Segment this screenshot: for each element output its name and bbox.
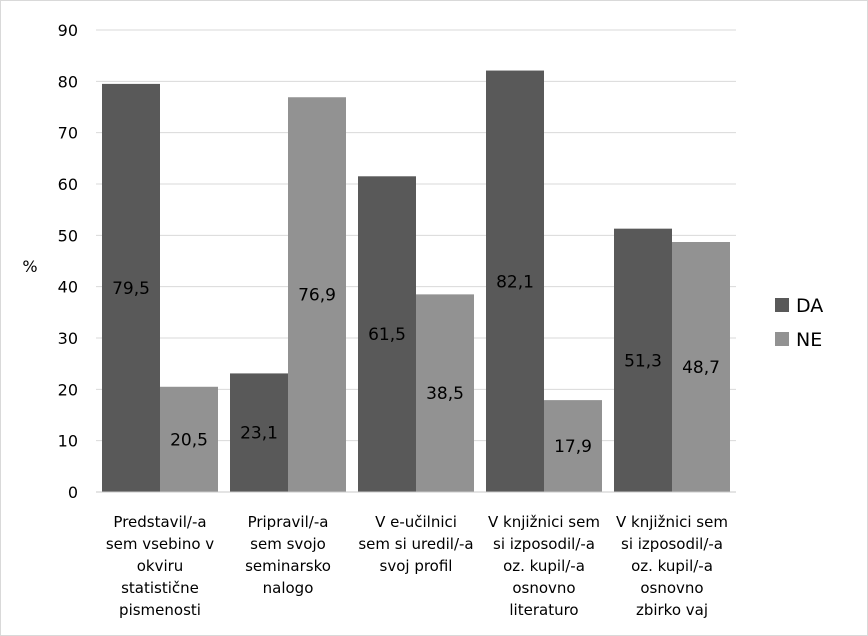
bar-da bbox=[358, 176, 416, 493]
y-tick-label: 10 bbox=[58, 432, 78, 451]
y-tick-label: 80 bbox=[58, 72, 78, 91]
bar-da bbox=[486, 70, 544, 492]
y-tick-label: 70 bbox=[58, 124, 78, 143]
legend-swatch-da bbox=[775, 298, 789, 312]
x-category-label: V knjižnici sem si izposodil/-a oz. kupil/… bbox=[616, 513, 728, 619]
bar-da bbox=[614, 228, 672, 492]
y-tick-label: 50 bbox=[58, 226, 78, 245]
bar-da bbox=[102, 83, 160, 493]
x-category-label: V knjižnici sem si izposodil/-a oz. kupil/… bbox=[488, 513, 600, 619]
data-label: 76,9 bbox=[298, 286, 336, 306]
bar-da bbox=[230, 373, 288, 492]
y-tick-label: 30 bbox=[58, 329, 78, 348]
x-axis-categories: Predstavil/-a sem vsebino v okviru statisti… bbox=[106, 513, 728, 619]
y-tick-label: 0 bbox=[68, 483, 78, 502]
x-category-label: Pripravil/-a sem svojo seminarsko nalogo bbox=[245, 513, 331, 597]
bars bbox=[102, 70, 730, 493]
data-label: 79,5 bbox=[112, 279, 150, 299]
x-category-label: V e-učilnici sem si uredil/-a svoj profil bbox=[358, 513, 473, 575]
bar-ne bbox=[672, 242, 730, 492]
legend-swatch-ne bbox=[775, 332, 789, 346]
y-tick-label: 90 bbox=[58, 21, 78, 40]
data-label: 82,1 bbox=[496, 272, 534, 292]
data-label: 17,9 bbox=[554, 437, 592, 457]
data-label: 38,5 bbox=[426, 384, 464, 404]
legend: DA NE bbox=[775, 295, 823, 351]
y-tick-label: 40 bbox=[58, 278, 78, 297]
data-labels: 79,5 20,5 23,1 76,9 61,5 38,5 82,1 17,9 51,3 48,7 bbox=[112, 272, 720, 457]
data-label: 23,1 bbox=[240, 424, 278, 444]
data-label: 51,3 bbox=[624, 351, 662, 371]
x-category-label: Predstavil/-a sem vsebino v okviru statisti… bbox=[106, 513, 214, 619]
data-label: 61,5 bbox=[368, 325, 406, 345]
y-tick-label: 20 bbox=[58, 380, 78, 399]
legend-label-da: DA bbox=[796, 295, 823, 317]
data-label: 48,7 bbox=[682, 358, 720, 378]
y-axis-label: % bbox=[22, 257, 37, 276]
bar-ne bbox=[544, 400, 602, 492]
bar-ne bbox=[288, 97, 346, 492]
legend-label-ne: NE bbox=[796, 329, 822, 351]
bar-ne bbox=[416, 294, 474, 492]
data-label: 20,5 bbox=[170, 430, 208, 450]
bar-ne bbox=[160, 386, 218, 492]
y-tick-label: 60 bbox=[58, 175, 78, 194]
y-axis-ticks: 0 10 20 30 40 50 60 70 80 90 bbox=[58, 21, 78, 502]
